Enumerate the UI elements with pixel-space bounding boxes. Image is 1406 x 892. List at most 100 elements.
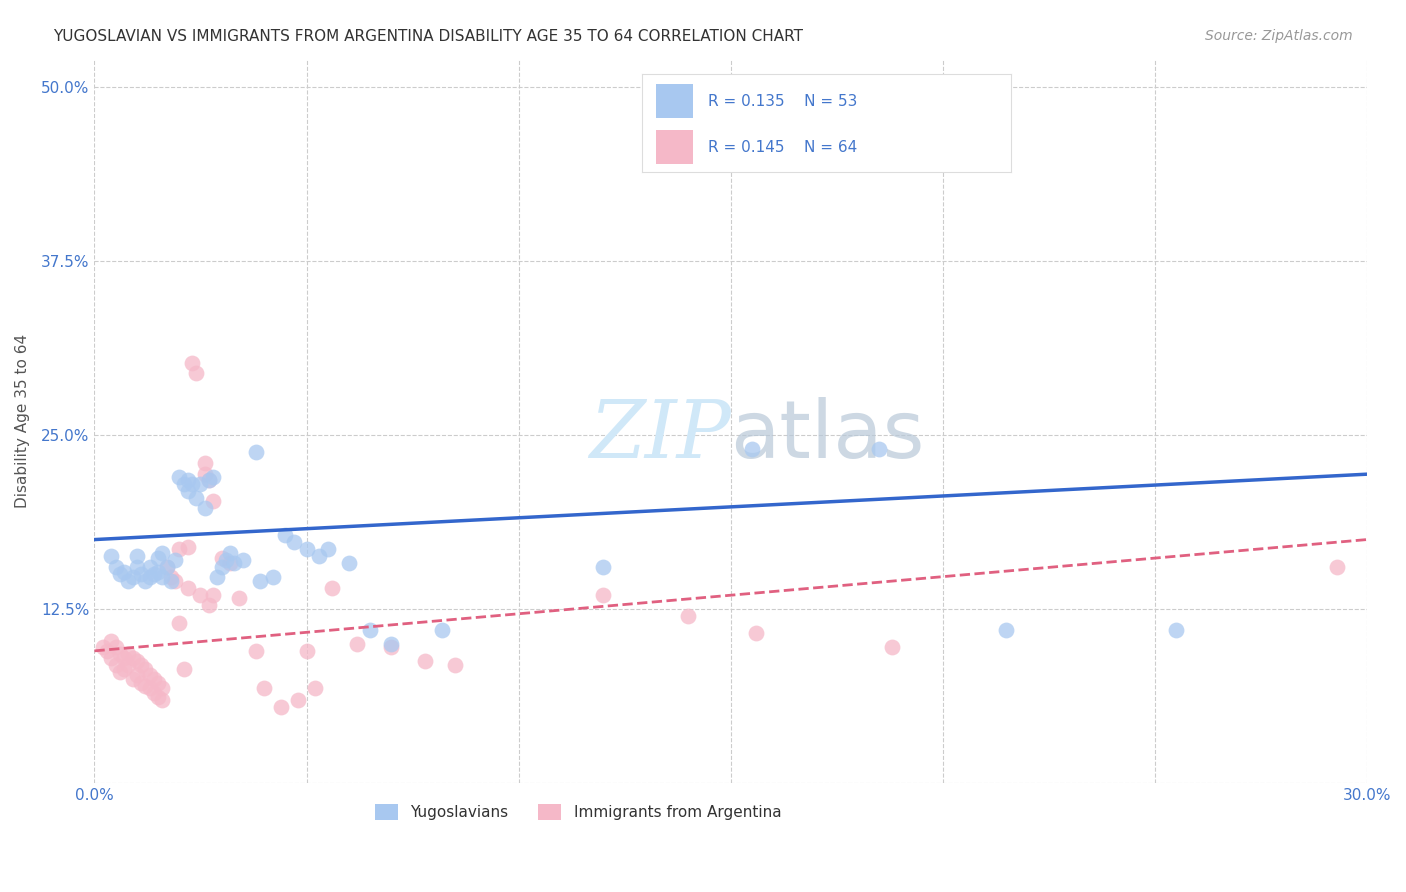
Point xyxy=(198,598,221,612)
Point xyxy=(186,366,208,380)
Point xyxy=(100,549,122,564)
Point xyxy=(121,650,143,665)
Point xyxy=(134,574,156,589)
Point xyxy=(308,549,330,564)
Point xyxy=(121,570,143,584)
Point xyxy=(202,588,225,602)
Text: YUGOSLAVIAN VS IMMIGRANTS FROM ARGENTINA DISABILITY AGE 35 TO 64 CORRELATION CHA: YUGOSLAVIAN VS IMMIGRANTS FROM ARGENTINA… xyxy=(53,29,803,44)
Point xyxy=(432,623,454,637)
Point xyxy=(745,625,768,640)
Point xyxy=(104,560,127,574)
Point xyxy=(211,550,233,565)
Point xyxy=(181,356,204,370)
Point xyxy=(177,581,200,595)
Point xyxy=(219,556,242,570)
Point xyxy=(211,560,233,574)
Point xyxy=(194,456,217,470)
Point xyxy=(159,574,181,589)
Point xyxy=(121,672,143,686)
Point xyxy=(138,681,160,696)
Point xyxy=(142,685,165,699)
Point xyxy=(125,667,148,681)
Point xyxy=(96,644,118,658)
Point xyxy=(202,493,225,508)
Point xyxy=(169,470,191,484)
Point xyxy=(125,549,148,564)
Point xyxy=(181,477,204,491)
Point xyxy=(295,644,318,658)
Point xyxy=(108,567,131,582)
Point xyxy=(194,500,217,515)
Point xyxy=(287,692,309,706)
Point xyxy=(444,657,467,672)
Point xyxy=(129,657,152,672)
Point xyxy=(177,483,200,498)
Point xyxy=(138,560,160,574)
Point xyxy=(173,662,195,676)
Point xyxy=(125,560,148,574)
Point xyxy=(134,662,156,676)
Point xyxy=(245,644,267,658)
Point xyxy=(337,556,360,570)
Point xyxy=(173,477,195,491)
Point xyxy=(245,445,267,459)
Point xyxy=(155,560,177,574)
Point xyxy=(165,574,187,589)
Point xyxy=(262,570,284,584)
Point xyxy=(274,528,297,542)
Point xyxy=(108,647,131,661)
Point xyxy=(592,560,614,574)
Point xyxy=(138,667,160,681)
Point xyxy=(177,473,200,487)
Point xyxy=(194,467,217,482)
Point xyxy=(125,654,148,668)
Point xyxy=(359,623,381,637)
Point xyxy=(215,553,238,567)
Point xyxy=(219,547,242,561)
Point xyxy=(228,591,250,605)
Point xyxy=(1164,623,1187,637)
Point xyxy=(177,540,200,554)
Point xyxy=(146,690,169,704)
Point xyxy=(108,665,131,679)
Point xyxy=(155,560,177,574)
Point xyxy=(150,570,173,584)
Point xyxy=(232,553,254,567)
Point xyxy=(165,553,187,567)
Point xyxy=(117,647,139,661)
Point xyxy=(146,550,169,565)
Point xyxy=(868,442,890,457)
Point xyxy=(112,662,135,676)
Point xyxy=(150,547,173,561)
Text: Source: ZipAtlas.com: Source: ZipAtlas.com xyxy=(1205,29,1353,43)
Point xyxy=(304,681,326,696)
Point xyxy=(224,556,246,570)
Point xyxy=(129,567,152,582)
Point xyxy=(117,574,139,589)
Point xyxy=(129,676,152,690)
Point xyxy=(138,570,160,584)
Point xyxy=(346,637,368,651)
Point xyxy=(880,640,903,654)
Point xyxy=(169,615,191,630)
Point xyxy=(117,657,139,672)
Point xyxy=(169,542,191,557)
Point xyxy=(198,473,221,487)
Point xyxy=(159,570,181,584)
Point xyxy=(186,491,208,505)
Y-axis label: Disability Age 35 to 64: Disability Age 35 to 64 xyxy=(15,334,30,508)
Point xyxy=(146,676,169,690)
Point xyxy=(134,679,156,693)
Point xyxy=(676,609,699,624)
Point xyxy=(112,650,135,665)
Point xyxy=(1326,560,1348,574)
Point xyxy=(316,542,339,557)
Point xyxy=(190,588,212,602)
Point xyxy=(321,581,343,595)
Point xyxy=(112,565,135,579)
Point xyxy=(380,637,402,651)
Point xyxy=(150,692,173,706)
Point xyxy=(190,477,212,491)
Point xyxy=(283,535,305,549)
Point xyxy=(207,570,229,584)
